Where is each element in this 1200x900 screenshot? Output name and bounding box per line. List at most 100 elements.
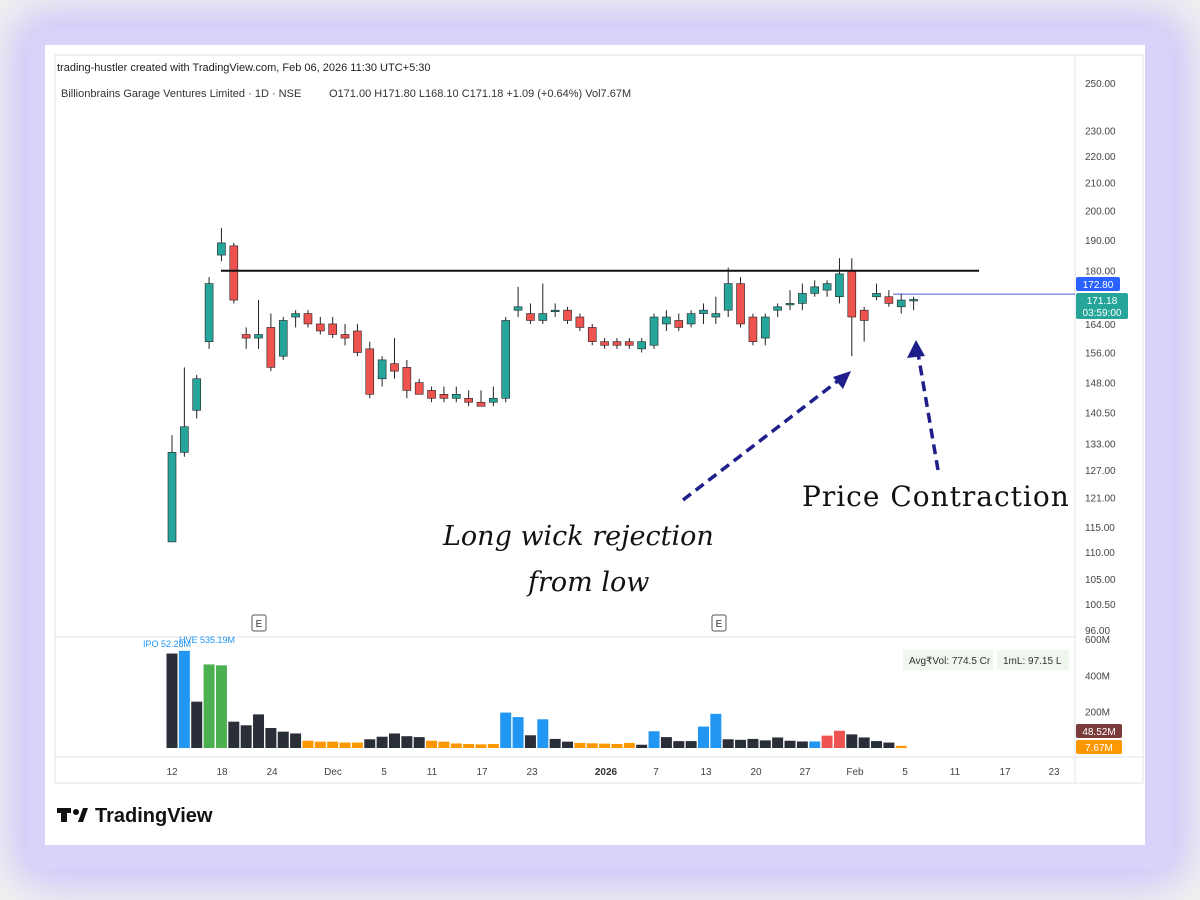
candle[interactable]: [414, 378, 424, 395]
volume-bar[interactable]: [685, 741, 697, 748]
candle[interactable]: [377, 356, 387, 387]
candle[interactable]: [266, 313, 276, 372]
candle[interactable]: [600, 338, 609, 349]
candle[interactable]: [513, 286, 523, 318]
candle[interactable]: [649, 313, 659, 349]
volume-bar[interactable]: [339, 742, 351, 748]
candle[interactable]: [587, 323, 597, 346]
candle[interactable]: [884, 290, 894, 307]
volume-bar[interactable]: [636, 744, 648, 748]
candle[interactable]: [192, 374, 202, 419]
candle[interactable]: [241, 327, 251, 349]
volume-bar[interactable]: [215, 665, 227, 748]
candle[interactable]: [489, 386, 498, 407]
volume-bar[interactable]: [191, 701, 203, 748]
candle[interactable]: [439, 386, 449, 403]
volume-bar[interactable]: [710, 713, 722, 748]
candle[interactable]: [390, 338, 399, 379]
volume-bar[interactable]: [697, 726, 709, 748]
candle[interactable]: [896, 293, 906, 314]
candle[interactable]: [736, 277, 745, 328]
volume-bar[interactable]: [265, 728, 277, 748]
candle[interactable]: [340, 323, 350, 346]
candle[interactable]: [662, 310, 671, 331]
volume-bar[interactable]: [253, 714, 265, 748]
volume-bar[interactable]: [178, 650, 190, 748]
volume-bar[interactable]: [450, 743, 462, 748]
volume-bar[interactable]: [574, 742, 586, 748]
candle[interactable]: [402, 359, 412, 399]
candle[interactable]: [612, 338, 622, 349]
candle[interactable]: [822, 280, 832, 297]
volume-bar[interactable]: [586, 743, 598, 748]
volume-bar[interactable]: [858, 737, 870, 748]
volume-bar[interactable]: [895, 745, 907, 748]
volume-bar[interactable]: [203, 664, 215, 748]
volume-bar[interactable]: [327, 741, 339, 748]
volume-bar[interactable]: [623, 742, 635, 748]
volume-bar[interactable]: [871, 741, 883, 748]
volume-bar[interactable]: [524, 735, 536, 748]
volume-bar[interactable]: [351, 742, 363, 748]
volume-bar[interactable]: [759, 740, 771, 748]
candle[interactable]: [835, 258, 844, 304]
volume-bar[interactable]: [648, 731, 660, 748]
candle[interactable]: [316, 317, 325, 335]
earnings-marker-1[interactable]: E: [251, 614, 267, 632]
volume-bar[interactable]: [401, 736, 413, 748]
candle[interactable]: [847, 258, 857, 357]
volume-bar[interactable]: [290, 733, 302, 748]
candle[interactable]: [229, 242, 239, 304]
candle[interactable]: [859, 306, 869, 342]
volume-bar[interactable]: [388, 733, 400, 748]
candle[interactable]: [501, 317, 511, 403]
candle[interactable]: [773, 303, 782, 318]
candle[interactable]: [278, 317, 288, 360]
candle[interactable]: [810, 280, 820, 297]
volume-bar[interactable]: [673, 741, 685, 748]
volume-bar[interactable]: [549, 738, 561, 748]
candle[interactable]: [625, 338, 634, 349]
candle[interactable]: [711, 296, 721, 324]
candle[interactable]: [451, 386, 461, 403]
candle[interactable]: [637, 338, 646, 353]
volume-bar[interactable]: [784, 740, 796, 748]
earnings-marker-2[interactable]: E: [711, 614, 727, 632]
volume-bar[interactable]: [611, 744, 623, 748]
candle[interactable]: [909, 296, 918, 311]
candle[interactable]: [798, 283, 807, 311]
volume-bar[interactable]: [599, 743, 611, 748]
volume-bar[interactable]: [537, 719, 549, 748]
volume-bar[interactable]: [302, 740, 314, 748]
candle[interactable]: [204, 277, 214, 349]
volume-bar[interactable]: [821, 735, 833, 748]
volume-bar[interactable]: [438, 741, 450, 748]
volume-bar[interactable]: [487, 744, 499, 748]
candle[interactable]: [550, 303, 560, 318]
volume-bar[interactable]: [809, 741, 821, 748]
volume-bar[interactable]: [413, 737, 425, 748]
volume-bar[interactable]: [426, 740, 438, 748]
volume-bar[interactable]: [228, 721, 240, 748]
candle[interactable]: [674, 313, 684, 331]
volume-bar[interactable]: [660, 737, 672, 748]
volume-bar[interactable]: [475, 744, 487, 748]
candle[interactable]: [291, 310, 300, 328]
candle[interactable]: [785, 290, 795, 311]
candle[interactable]: [563, 306, 572, 324]
volume-bar[interactable]: [364, 739, 376, 748]
candle[interactable]: [180, 367, 189, 457]
volume-bar[interactable]: [240, 725, 252, 748]
volume-bar[interactable]: [463, 744, 475, 748]
volume-bar[interactable]: [735, 739, 747, 748]
candle[interactable]: [872, 283, 881, 301]
volume-bar[interactable]: [883, 742, 895, 748]
volume-bar[interactable]: [562, 741, 574, 748]
candle[interactable]: [723, 267, 733, 318]
candle[interactable]: [167, 435, 177, 543]
candle[interactable]: [464, 390, 473, 407]
candle[interactable]: [217, 227, 226, 262]
candle[interactable]: [526, 303, 535, 324]
candle[interactable]: [699, 303, 708, 324]
candle[interactable]: [686, 310, 696, 328]
